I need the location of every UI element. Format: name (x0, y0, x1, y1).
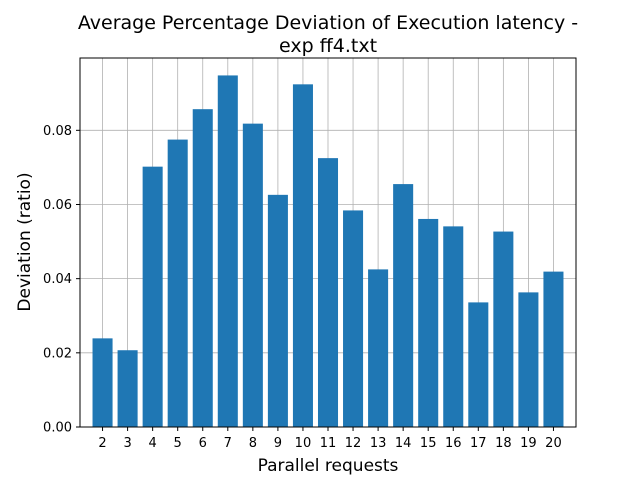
x-tick-label-10: 10 (295, 436, 312, 451)
bar-16 (443, 226, 464, 427)
bar-3 (117, 350, 138, 427)
x-tick-label-6: 6 (199, 436, 207, 451)
bars (92, 75, 564, 428)
bar-9 (267, 194, 288, 427)
y-tick-label-0.08: 0.08 (43, 124, 72, 139)
y-tick-label-0.04: 0.04 (43, 272, 72, 287)
x-tick-label-18: 18 (495, 436, 512, 451)
x-tick-label-4: 4 (149, 436, 157, 451)
x-tick-label-8: 8 (249, 436, 257, 451)
bar-13 (368, 269, 389, 427)
bar-17 (468, 302, 489, 427)
bar-8 (242, 123, 263, 427)
bar-15 (418, 218, 439, 427)
y-axis-label: Deviation (ratio) (15, 172, 35, 311)
bar-7 (217, 75, 238, 428)
x-tick-label-9: 9 (274, 436, 282, 451)
bar-19 (518, 292, 539, 427)
y-tick-label-0.02: 0.02 (43, 346, 72, 361)
y-axis-ticks: 0.00 0.02 0.04 0.06 0.08 (43, 124, 80, 436)
x-tick-label-7: 7 (224, 436, 232, 451)
x-tick-label-15: 15 (420, 436, 437, 451)
x-tick-label-11: 11 (320, 436, 337, 451)
x-tick-label-17: 17 (470, 436, 487, 451)
y-tick-label-0.06: 0.06 (43, 198, 72, 213)
bar-4 (142, 166, 163, 427)
x-tick-label-12: 12 (345, 436, 362, 451)
bar-18 (493, 231, 514, 427)
x-tick-label-16: 16 (445, 436, 462, 451)
bar-6 (192, 109, 213, 427)
y-tick-label-0.00: 0.00 (43, 421, 72, 436)
bar-5 (167, 139, 188, 427)
bar-10 (292, 84, 313, 427)
chart-title-line-2: exp ff4.txt (279, 35, 377, 57)
x-tick-label-13: 13 (370, 436, 387, 451)
x-tick-label-2: 2 (98, 436, 106, 451)
x-tick-label-19: 19 (520, 436, 537, 451)
bar-11 (317, 158, 339, 427)
x-tick-label-3: 3 (123, 436, 131, 451)
x-axis-label: Parallel requests (258, 456, 399, 476)
x-axis-ticks: 2 3 4 5 6 7 8 9 10 11 12 13 14 15 16 17 18 19 20 (98, 427, 562, 451)
bar-20 (543, 271, 564, 427)
bar-2 (92, 338, 113, 427)
chart-title-line-1: Average Percentage Deviation of Executio… (78, 12, 578, 34)
x-tick-label-14: 14 (395, 436, 412, 451)
x-tick-label-5: 5 (174, 436, 182, 451)
bar-14 (393, 184, 414, 427)
x-tick-label-20: 20 (545, 436, 562, 451)
bar-12 (343, 210, 364, 427)
